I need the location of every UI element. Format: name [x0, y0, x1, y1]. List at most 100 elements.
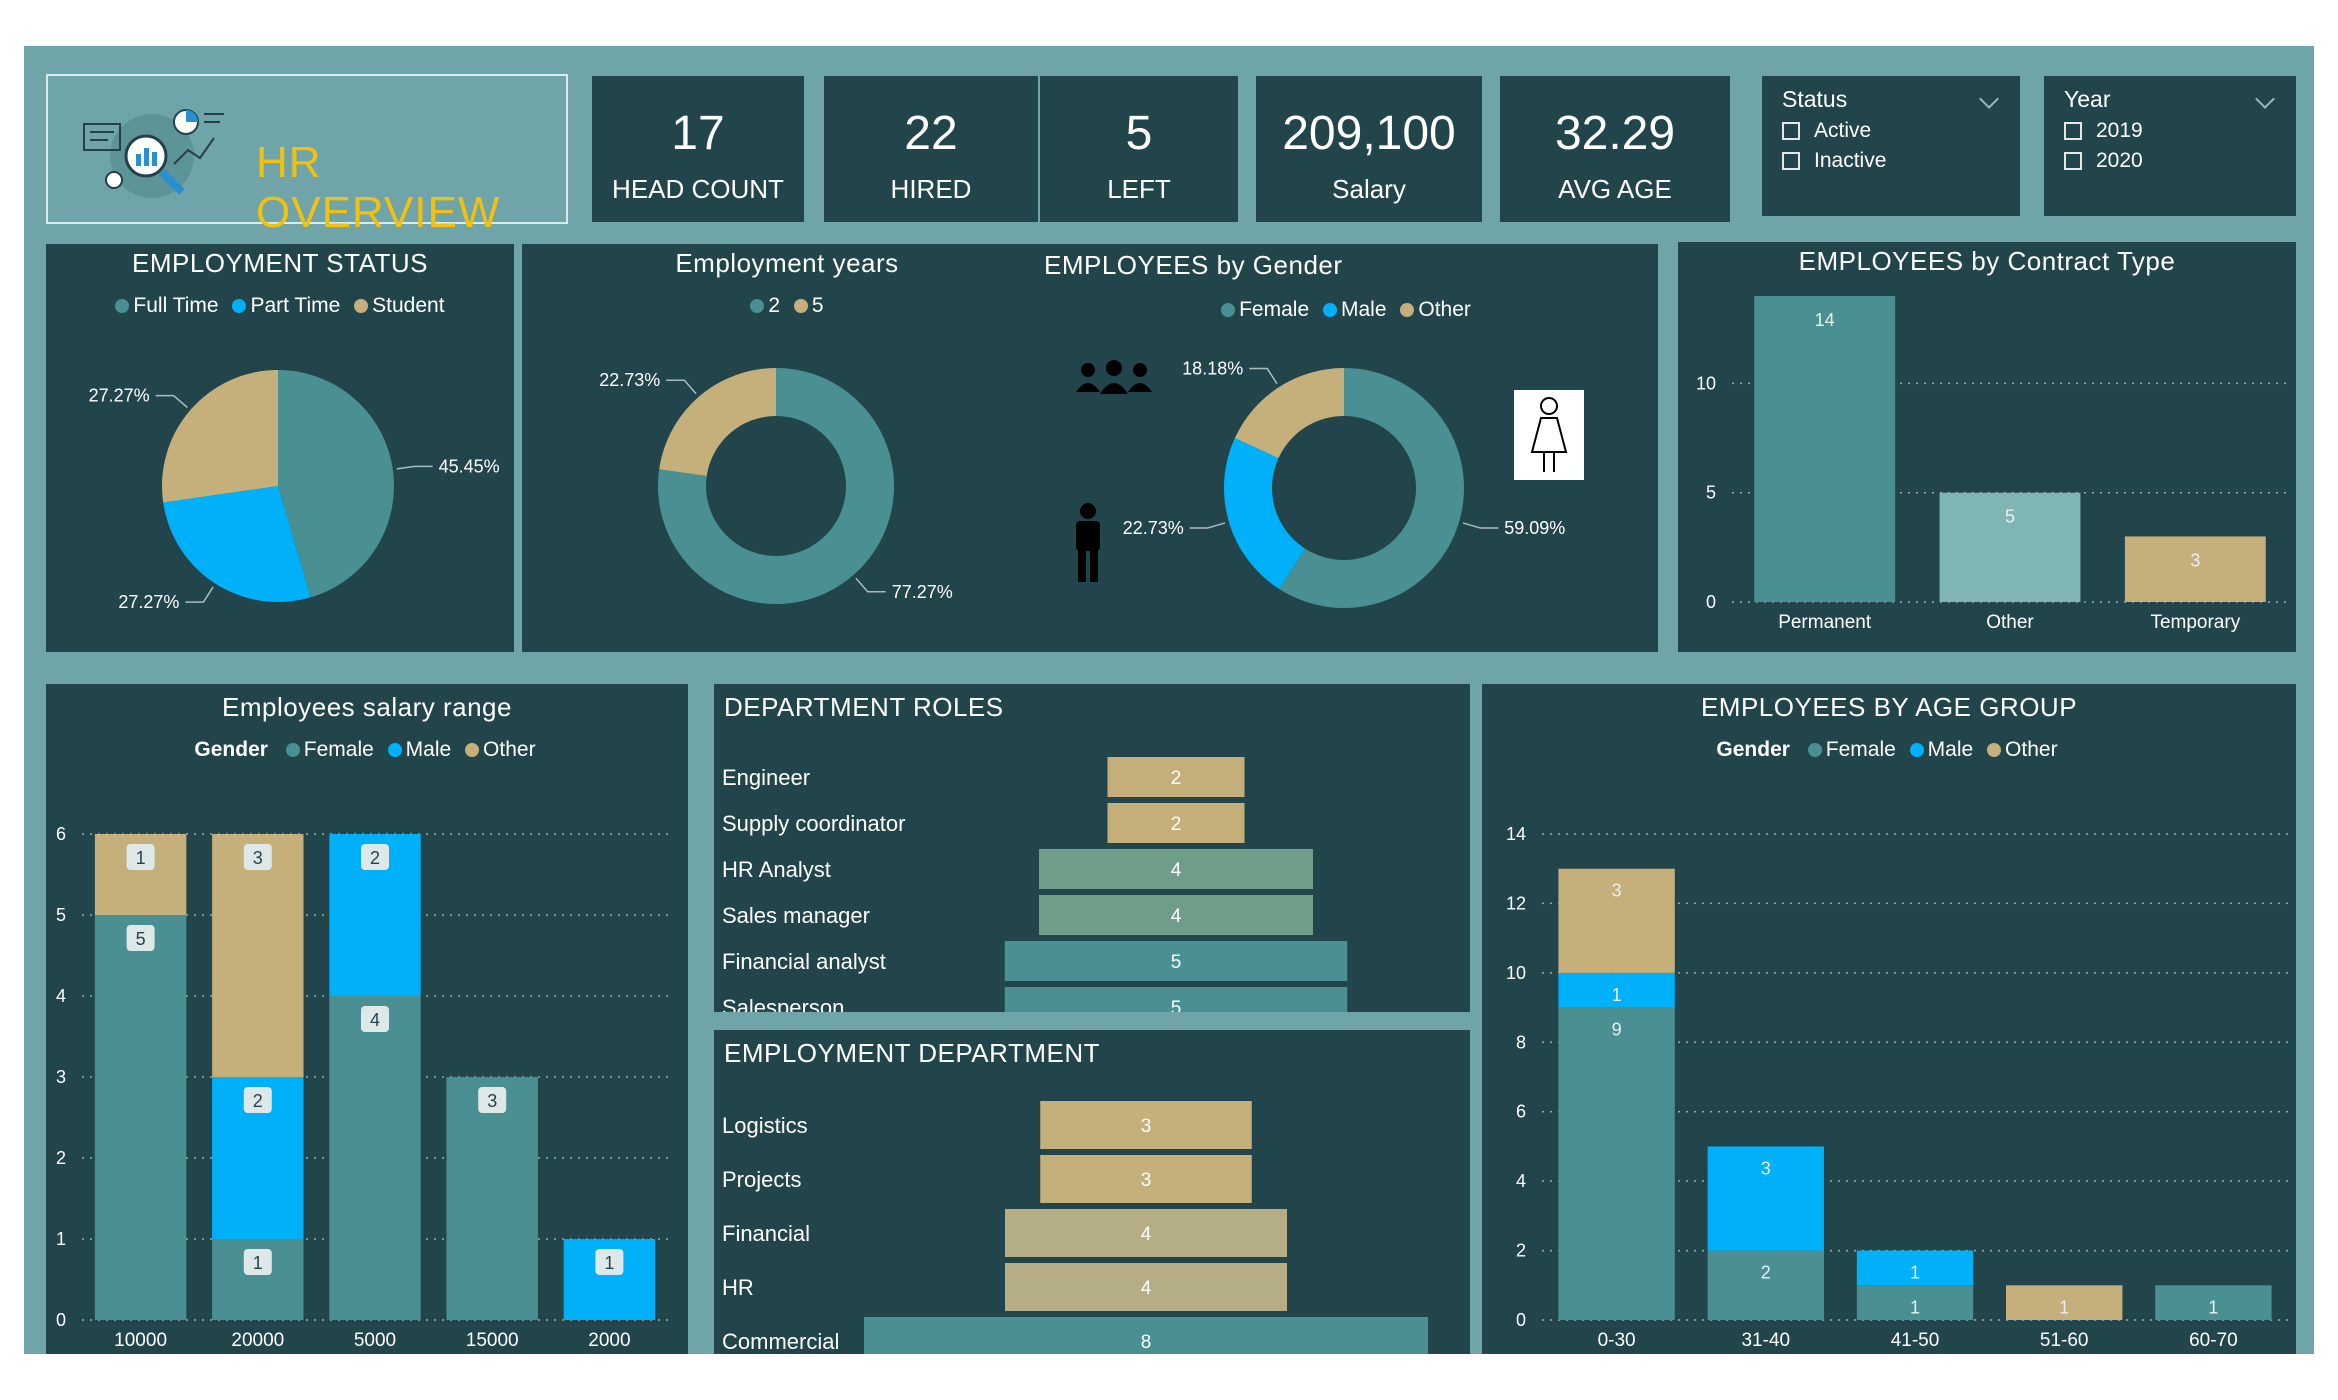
- departments-panel: EMPLOYMENT DEPARTMENT Logistics 3 Projects…: [714, 1030, 1470, 1354]
- age-stacked-bar-chart: 0 2 4 6 8 10 12 14 9 1 3 0-30 2 3 31-40 1 1 41-50 1 51-60 1 6…: [1506, 824, 2288, 1351]
- legend-item[interactable]: Other: [1400, 298, 1471, 322]
- male-person-icon: [1076, 503, 1100, 582]
- bar-segment[interactable]: [446, 1077, 538, 1320]
- category-label: Logistics: [722, 1113, 808, 1138]
- bar[interactable]: [1107, 803, 1245, 843]
- bar[interactable]: [1039, 895, 1313, 935]
- bar[interactable]: [1039, 849, 1313, 889]
- slicer-option-2020[interactable]: 2020: [2064, 149, 2276, 173]
- y-tick-label: 6: [1516, 1102, 1526, 1122]
- pie-slice[interactable]: [1224, 438, 1306, 589]
- category-label: Commercial: [722, 1329, 839, 1354]
- legend-item[interactable]: Female: [285, 738, 374, 762]
- data-label-box: [243, 1249, 272, 1275]
- age-panel: EMPLOYEES BY AGE GROUP Gender Female Mal…: [1482, 684, 2296, 1354]
- contract-panel: EMPLOYEES by Contract Type 0 5 10 14 Permane…: [1678, 242, 2296, 652]
- legend-item[interactable]: Other: [1987, 738, 2058, 762]
- legend: Gender Female Male Other: [194, 738, 536, 762]
- legend: 2 5: [522, 294, 1052, 318]
- contract-bar-chart: 0 5 10 14 Permanent 5 Other 3 Temporary: [1696, 296, 2288, 633]
- bar-segment[interactable]: [1558, 1007, 1675, 1320]
- bar[interactable]: [864, 1317, 1428, 1354]
- legend-item[interactable]: Male: [387, 738, 451, 762]
- bar-data-label: 5: [136, 929, 146, 949]
- departments-bar-chart: Logistics 3 Projects 3 Financial 4 HR 4 Commerci…: [722, 1101, 1428, 1354]
- kpi-salary: 209,100 Salary: [1256, 76, 1482, 222]
- legend-item[interactable]: 5: [793, 294, 824, 318]
- bar-segment[interactable]: [2006, 1285, 2123, 1320]
- pie-slice[interactable]: [162, 370, 278, 503]
- bar-data-label: 2: [1171, 814, 1182, 835]
- bar[interactable]: [1939, 492, 2081, 602]
- bar-segment[interactable]: [1707, 1146, 1824, 1251]
- bar-data-label: 1: [136, 848, 146, 868]
- legend-item[interactable]: Female: [1221, 298, 1309, 322]
- bar-segment[interactable]: [1707, 1250, 1824, 1320]
- bar-segment[interactable]: [1558, 868, 1675, 973]
- kpi-label: HIRED: [890, 174, 972, 204]
- checkbox[interactable]: [1782, 152, 1800, 170]
- pie-slice[interactable]: [163, 486, 311, 602]
- bar-segment[interactable]: [212, 834, 304, 1077]
- checkbox[interactable]: [2064, 122, 2082, 140]
- bar[interactable]: [1107, 757, 1245, 797]
- legend: Gender Female Male Other: [1716, 738, 2058, 762]
- pie-slice[interactable]: [659, 368, 776, 477]
- bar-data-label: 2: [1171, 768, 1182, 789]
- panel-title: DEPARTMENT ROLES: [724, 692, 1004, 722]
- bar[interactable]: [2124, 536, 2266, 602]
- data-label-box: [243, 844, 272, 870]
- legend-item[interactable]: Male: [1322, 298, 1387, 322]
- bar[interactable]: [1040, 1101, 1252, 1149]
- x-tick-label: 60-70: [2189, 1330, 2238, 1351]
- slicer-option-active[interactable]: Active: [1782, 119, 2000, 143]
- year-slicer[interactable]: Year 2019 2020: [2044, 76, 2296, 216]
- bar[interactable]: [1005, 1263, 1287, 1311]
- checkbox[interactable]: [1782, 122, 1800, 140]
- leader-line: [1189, 522, 1226, 529]
- status-slicer[interactable]: Status Active Inactive: [1762, 76, 2020, 216]
- kpi-value: 32.29: [1554, 107, 1676, 160]
- legend-item[interactable]: Full Time: [115, 294, 219, 318]
- legend-item[interactable]: Other: [465, 738, 536, 762]
- bar[interactable]: [1040, 1155, 1252, 1203]
- pie-slice[interactable]: [278, 370, 394, 598]
- kpi-value: 17: [671, 107, 725, 160]
- bar[interactable]: [1005, 1209, 1287, 1257]
- bar-segment[interactable]: [2155, 1285, 2272, 1320]
- kpi-label: HEAD COUNT: [612, 174, 784, 204]
- bar-segment[interactable]: [1856, 1250, 1974, 1286]
- x-tick-label: Temporary: [2150, 612, 2240, 633]
- legend-item[interactable]: Female: [1807, 738, 1896, 762]
- pie-slice[interactable]: [1279, 368, 1464, 608]
- bar-segment[interactable]: [1558, 972, 1675, 1008]
- bar-data-label: 4: [370, 1010, 380, 1030]
- bar-segment[interactable]: [1856, 1285, 1974, 1320]
- pie-slice[interactable]: [1234, 368, 1344, 459]
- legend-item[interactable]: Student: [354, 294, 445, 318]
- data-label-box: [361, 1006, 389, 1032]
- kpi-value: 22: [904, 107, 958, 160]
- bar[interactable]: [1754, 296, 1896, 602]
- y-tick-label: 4: [56, 986, 66, 1006]
- leader-line: [855, 577, 886, 593]
- bar[interactable]: [1004, 987, 1348, 1012]
- slicer-option-inactive[interactable]: Inactive: [1782, 149, 2000, 173]
- bar[interactable]: [1004, 941, 1348, 981]
- y-tick-label: 8: [1516, 1032, 1526, 1052]
- panel-title: EMPLOYEES by Contract Type: [1798, 246, 2176, 276]
- legend-item[interactable]: 2: [750, 294, 780, 318]
- data-label-box: [595, 1249, 624, 1275]
- legend-item[interactable]: Male: [1909, 738, 1973, 762]
- slicer-option-2019[interactable]: 2019: [2064, 119, 2276, 143]
- pie-slice[interactable]: [658, 368, 894, 604]
- bar-segment[interactable]: [94, 915, 187, 1320]
- bar-segment[interactable]: [329, 996, 421, 1320]
- y-tick-label: 5: [1706, 483, 1716, 503]
- y-tick-label: 6: [56, 824, 66, 844]
- bar-data-label: 1: [604, 1253, 614, 1273]
- checkbox[interactable]: [2064, 152, 2082, 170]
- roles-panel: DEPARTMENT ROLES Engineer 2 Supply coordin…: [714, 684, 1470, 1012]
- legend-item[interactable]: Part Time: [232, 294, 340, 318]
- pie-data-label: 27.27%: [89, 386, 150, 406]
